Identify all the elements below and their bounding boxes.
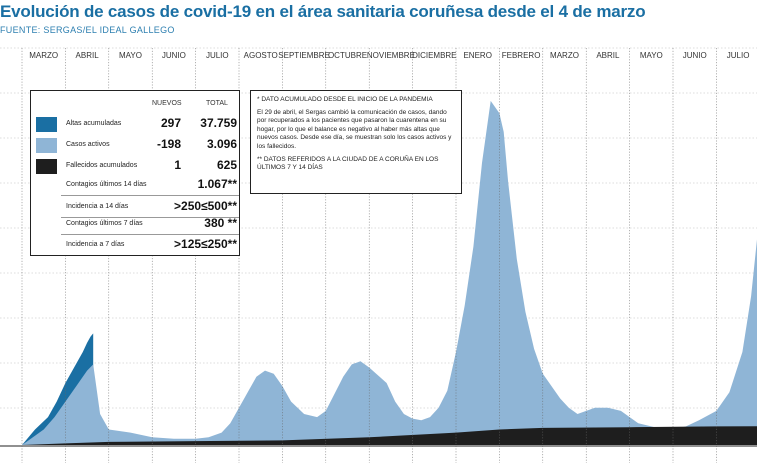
month-label: JULIO bbox=[727, 51, 750, 60]
month-label: DICIEMBRE bbox=[412, 51, 456, 60]
stat-label: Incidencia a 7 días bbox=[66, 241, 125, 248]
legend-label: Fallecidos acumulados bbox=[66, 162, 138, 169]
chart-areas bbox=[22, 100, 757, 445]
legend-new-value: 1 bbox=[174, 158, 181, 172]
legend-row-altas: Altas acumuladas 297 37.759 bbox=[31, 115, 241, 133]
series-activos-area bbox=[22, 100, 757, 445]
page-title: Evolución de casos de covid-19 en el áre… bbox=[0, 2, 646, 21]
legend-row-activos: Casos activos -198 3.096 bbox=[31, 136, 241, 154]
month-label: MAYO bbox=[119, 51, 142, 60]
stat-label: Incidencia a 14 días bbox=[66, 203, 129, 210]
stat-label: Contagios últimos 7 días bbox=[66, 220, 143, 227]
month-label: ENERO bbox=[463, 51, 491, 60]
divider bbox=[61, 234, 239, 235]
month-label: ABRIL bbox=[76, 51, 100, 60]
stat-row: Incidencia a 14 días >250≤500** bbox=[31, 198, 241, 216]
legend-col-new: NUEVOS bbox=[152, 100, 182, 107]
month-label: NOVIEMBRE bbox=[367, 51, 415, 60]
month-label: JUNIO bbox=[162, 51, 186, 60]
stat-label: Contagios últimos 14 días bbox=[66, 181, 147, 188]
month-label: MARZO bbox=[550, 51, 579, 60]
legend-total-value: 37.759 bbox=[200, 116, 237, 130]
month-label: MARZO bbox=[29, 51, 58, 60]
series-fallecidos-area bbox=[22, 426, 757, 445]
stat-value: 1.067** bbox=[197, 177, 237, 191]
month-label: OCTUBRE bbox=[328, 51, 367, 60]
month-label: FEBRERO bbox=[502, 51, 541, 60]
stat-row: Contagios últimos 7 días 380 ** bbox=[31, 215, 241, 233]
legend-new-value: 297 bbox=[160, 116, 181, 130]
divider bbox=[61, 195, 239, 196]
legend-row-fallecidos: Fallecidos acumulados 1 625 bbox=[31, 157, 241, 175]
notes-box: * DATO ACUMULADO DESDE EL INICIO DE LA P… bbox=[250, 90, 462, 194]
month-label: ABRIL bbox=[596, 51, 620, 60]
stat-row: Incidencia a 7 días >125≤250** bbox=[31, 236, 241, 254]
month-label: SEPTIEMBRE bbox=[278, 51, 330, 60]
month-label: JULIO bbox=[206, 51, 229, 60]
stat-row: Contagios últimos 14 días 1.067** bbox=[31, 176, 241, 194]
month-labels: MARZO ABRIL MAYO JUNIO JULIO AGOSTO SEPTIEMBRE… bbox=[29, 51, 750, 60]
legend-new-value: -198 bbox=[156, 137, 181, 151]
legend-swatch-activos bbox=[36, 138, 57, 153]
legend-table: NUEVOS TOTAL Altas acumuladas 297 37.759… bbox=[30, 90, 240, 256]
legend-total-value: 625 bbox=[216, 158, 237, 172]
source-label: FUENTE: SERGAS/EL IDEAL GALLEGO bbox=[0, 25, 175, 35]
note-sergas: El 29 de abril, el Sergas cambió la comu… bbox=[257, 108, 452, 150]
divider bbox=[61, 217, 239, 218]
legend-swatch-fallecidos bbox=[36, 159, 57, 174]
stat-value: 380 ** bbox=[204, 216, 237, 230]
note-acumulado: * DATO ACUMULADO DESDE EL INICIO DE LA P… bbox=[257, 96, 433, 103]
month-label: AGOSTO bbox=[244, 51, 278, 60]
month-label: JUNIO bbox=[683, 51, 707, 60]
legend-swatch-altas bbox=[36, 117, 57, 132]
month-label: MAYO bbox=[640, 51, 663, 60]
legend-total-value: 3.096 bbox=[206, 137, 237, 151]
legend-col-total: TOTAL bbox=[206, 100, 228, 107]
stat-value: >125≤250** bbox=[174, 237, 237, 251]
stat-value: >250≤500** bbox=[174, 199, 237, 213]
legend-label: Altas acumuladas bbox=[66, 120, 122, 127]
note-ciudad: ** DATOS REFERIDOS A LA CIUDAD DE A CORU… bbox=[257, 155, 439, 172]
legend-label: Casos activos bbox=[66, 141, 110, 148]
